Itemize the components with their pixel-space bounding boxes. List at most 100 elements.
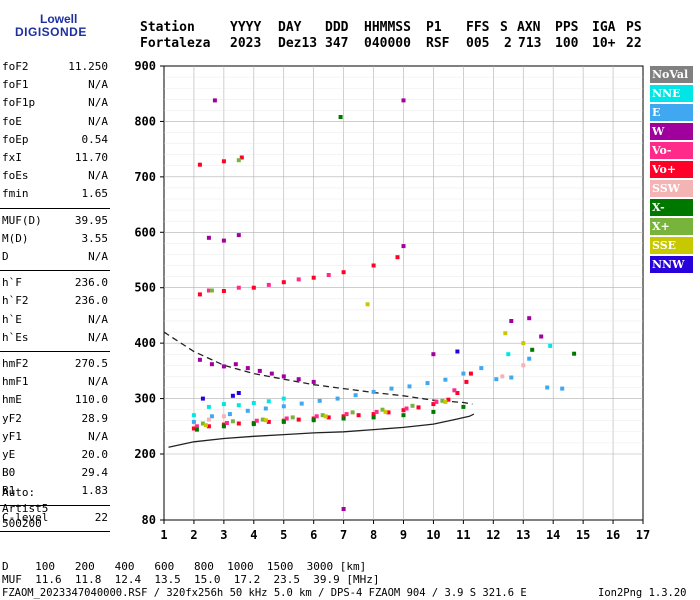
param-value: N/A [88,375,108,389]
echo-point-sse [383,409,388,414]
echo-point-w [221,364,226,369]
echo-point-vo [191,426,196,431]
x-tick-label: 3 [220,528,227,542]
legend-item-e: E [650,104,693,121]
param-row: B1 1.83 [2,485,108,497]
version-label: Ion2Png 1.3.20 [598,587,687,599]
param-name: MUF(D) [2,213,42,227]
echo-point-vo [371,263,376,268]
echo-point-e [353,393,358,398]
echo-point-vo [254,418,259,423]
x-tick-label: 11 [456,528,470,542]
x-tick-label: 9 [400,528,407,542]
echo-point-vo [356,413,361,418]
echo-point-sse [323,414,328,419]
param-separator [0,530,110,532]
param-row: D N/A [2,251,108,263]
param-row: hmE 110.0 [2,394,108,406]
echo-point-x [209,288,214,293]
echo-point-x [461,404,466,409]
param-value: N/A [88,114,108,128]
param-value: N/A [88,96,108,110]
header-value-0: Fortaleza [140,36,211,51]
header-value-2: Dez13 [278,36,318,51]
param-value: 39.95 [74,213,108,227]
autoscaling-code: 500200 [2,517,42,530]
echo-point-nnw [200,396,205,401]
echo-point-vo [311,275,316,280]
echo-point-w [269,371,274,376]
header-label-3: DDD [325,20,349,35]
param-row: h`E N/A [2,312,108,326]
echo-point-x [431,409,436,414]
profile-line-solid [168,413,475,448]
param-row: yF1 N/A [2,430,108,443]
echo-point-nne [506,352,511,357]
legend-item-nnw: NNW [650,256,693,273]
legend-item-x: X- [650,199,693,216]
param-name: foF2 [2,60,29,73]
echo-point-x [290,415,295,420]
param-value: 1.65 [81,187,109,201]
header-value-8: 713 [518,36,542,51]
echo-point-nne [236,403,241,408]
auto-label: Auto: [2,486,36,499]
x-tick-label: 14 [546,528,560,542]
param-value: N/A [88,78,108,92]
header-label-8: AXN [517,20,541,35]
legend-item-ssw: SSW [650,180,693,197]
echo-point-vo [281,280,286,285]
header-label-6: FFS [466,20,490,35]
param-name: yE [2,448,16,461]
header-value-9: 100 [555,36,579,51]
param-row: h`F 236.0 [2,277,108,289]
param-separator [0,207,110,209]
param-value: 1.83 [81,484,109,498]
echo-point-e [443,377,448,382]
echo-point-x [281,419,286,424]
echo-point-vo [266,419,271,424]
param-row: C-level 22 [2,510,108,524]
x-tick-label: 12 [486,528,500,542]
echo-point-w [401,244,406,249]
x-tick-label: 4 [250,528,257,542]
echo-point-vo [206,424,211,429]
param-value: N/A [88,330,108,344]
echo-point-w [431,352,436,357]
echo-point-e [299,401,304,406]
echo-point-vo [224,421,229,425]
muf-row: MUF 11.6 11.8 12.4 13.5 15.0 17.2 23.5 3… [2,573,380,586]
legend-item-sse: SSE [650,237,693,254]
header-value-7: 2 [504,36,512,51]
echo-point-vo [239,155,244,160]
echo-point-vo [374,409,379,414]
echo-point-e [494,377,499,382]
echo-point-nne [221,402,226,407]
param-name: h`E [2,312,22,326]
echo-point-w [206,235,211,240]
echo-point-nne [548,343,553,348]
param-name: C-level [2,510,49,524]
echo-point-w [539,334,544,339]
x-tick-label: 2 [190,528,197,542]
echo-point-x [341,416,346,421]
param-separator [0,504,110,506]
echo-point-vo [326,273,331,277]
param-name: M(D) [2,231,29,245]
echo-point-x [410,403,415,408]
y-tick-label: 80 [142,513,156,527]
x-tick-label: 7 [340,528,347,542]
param-separator [0,270,110,272]
header-label-4: HHMMSS [364,20,411,35]
echo-point-vo [221,289,226,293]
echo-point-e [407,384,412,389]
echo-point-w [221,238,226,243]
echo-point-vo [251,285,256,290]
echo-point-vo [371,412,376,417]
echo-point-x [251,422,256,427]
echo-point-e [545,385,550,390]
echo-point-vo [284,416,289,421]
x-tick-label: 10 [426,528,440,542]
echo-point-e [389,386,394,391]
legend-item-vo: Vo- [650,142,693,159]
